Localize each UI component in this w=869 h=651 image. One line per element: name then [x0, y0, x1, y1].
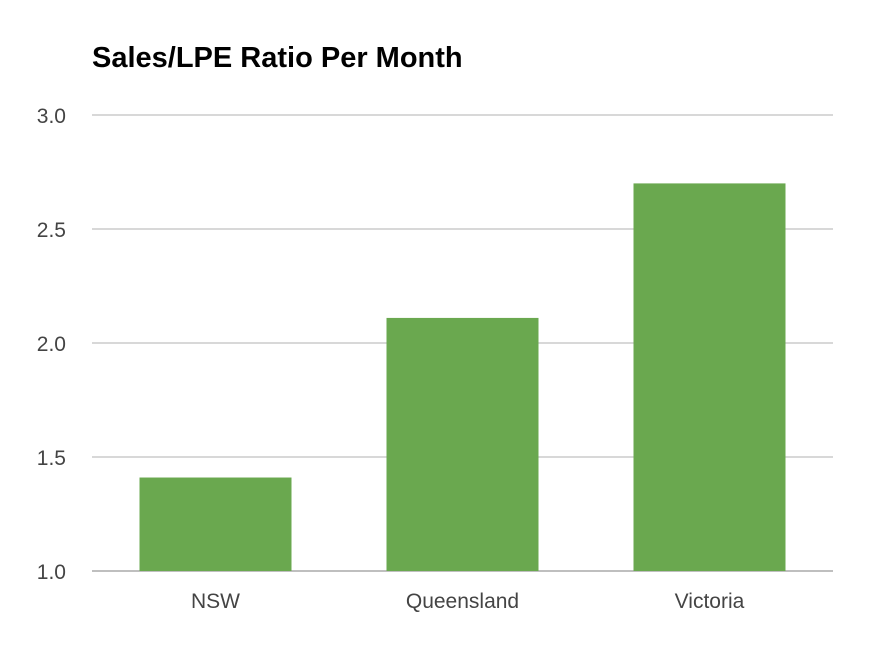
y-tick-label: 3.0	[37, 105, 66, 128]
bar	[139, 477, 292, 571]
y-tick-label: 2.5	[37, 219, 66, 242]
x-tick-label: NSW	[191, 590, 240, 613]
y-tick-label: 2.0	[37, 333, 66, 356]
chart-title: Sales/LPE Ratio Per Month	[92, 42, 463, 74]
x-tick-label: Victoria	[675, 590, 745, 613]
bars	[139, 183, 786, 571]
y-tick-label: 1.5	[37, 447, 66, 470]
bar	[386, 317, 539, 571]
y-tick-labels: 1.0 1.5 2.0 2.5 3.0	[37, 105, 66, 584]
x-tick-labels: NSW Queensland Victoria	[191, 590, 745, 613]
x-tick-label: Queensland	[406, 590, 519, 613]
y-tick-label: 1.0	[37, 561, 66, 584]
bar	[633, 183, 786, 571]
